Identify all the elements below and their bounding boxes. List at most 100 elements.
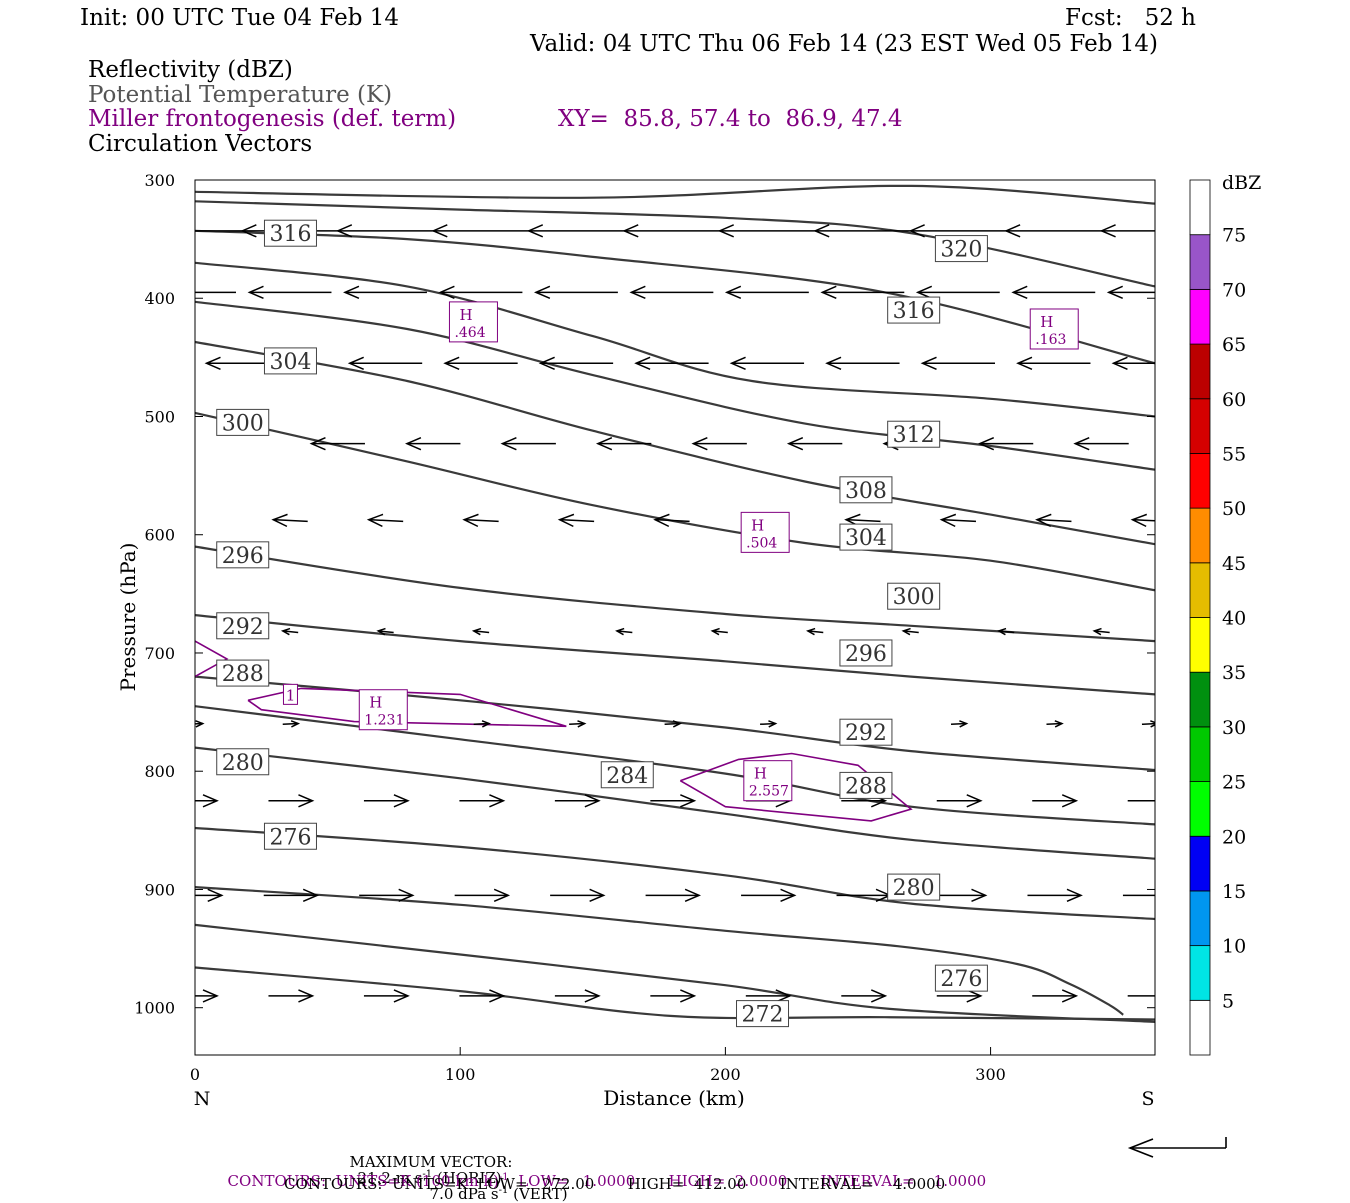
max-vector-vert: 7.0 dPa s-1 (VERT) [429,1185,568,1203]
circulation-vector [569,720,587,728]
theta-contour-label: 292 [216,612,270,640]
svg-text:H: H [369,694,382,712]
circulation-vector [936,794,983,808]
circulation-vector [939,513,977,528]
theta-contour-label: 304 [839,523,893,551]
circulation-vector [1011,285,1096,300]
circulation-vector [653,513,690,528]
theta-contour-label: 300 [887,582,941,610]
circulation-vector [195,888,224,903]
svg-text:320: 320 [940,238,982,263]
forecast-hour: Fcst: 52 h [1065,5,1196,31]
circulation-vector [691,436,747,451]
x-left-end-label: N [194,1088,211,1110]
colorbar-swatch [1189,562,1211,618]
colorbar-tick-label: 15 [1222,881,1246,903]
theta-contour-284 [195,705,1155,826]
theta-contours [195,184,1155,1023]
circulation-vector [263,888,320,903]
circulation-vector [836,888,892,903]
x-axis-title: Distance (km) [603,1086,745,1110]
circulation-vector [268,989,315,1003]
svg-text:.464: .464 [454,325,485,341]
circulation-vector [806,627,824,636]
theta-contour-label: 304 [263,347,317,375]
circulation-vector [195,794,219,808]
circulation-vector [1111,356,1155,370]
circulation-vector [1046,720,1064,728]
circulation-vector [710,627,728,636]
circulation-vector [936,989,983,1003]
circulation-vector [195,720,205,728]
cross-section-xy: XY= 85.8, 57.4 to 86.9, 47.4 [558,106,903,132]
circulation-vector [280,627,299,636]
svg-text:272: 272 [742,1003,784,1028]
svg-text:276: 276 [940,967,982,992]
colorbar-swatch [1189,726,1211,782]
circulation-vector [786,436,843,451]
svg-text:H: H [1040,313,1053,331]
valid-time: Valid: 04 UTC Thu 06 Feb 14 (23 EST Wed … [530,31,1159,57]
circulation-vector [615,627,633,636]
colorbar-tick-label: 70 [1222,279,1246,301]
field-circulation-vectors: Circulation Vectors [88,131,313,157]
theta-contour-label: 280 [216,748,270,776]
theta-contour-320 [195,200,1155,288]
colorbar-tick-label: 60 [1222,389,1246,411]
circulation-vector [376,627,394,636]
theta-contour-label: 280 [887,873,941,901]
circulation-vector [932,888,988,903]
circulation-vector [343,285,427,300]
frontogenesis-contour [247,687,567,728]
circulation-vector [347,356,423,370]
circulation-vector [664,720,682,728]
field-frontogenesis: Miller frontogenesis (def. term) [88,106,457,132]
y-tick-label: 400 [144,289,175,308]
dbz-colorbar: 5 10 15 20 25 30 35 40 45 50 55 60 65 70 75 dBZ [1189,172,1261,1056]
theta-contour-label: 296 [216,541,270,569]
colorbar-swatch [1189,781,1211,837]
x-tick-label: 0 [190,1065,200,1084]
y-tick-label: 1000 [134,999,175,1018]
circulation-vector [1073,436,1129,451]
svg-text:288: 288 [222,662,264,687]
colorbar-swatch [1189,671,1211,728]
circulation-vector [438,285,523,300]
y-tick-label: 900 [144,880,175,899]
init-time: Init: 00 UTC Tue 04 Feb 14 [80,5,400,31]
frontogenesis-contour [195,640,229,678]
x-tick-label: 100 [445,1065,476,1084]
frontogenesis-high: H.464 [448,301,498,343]
circulation-vector [557,513,595,528]
svg-text:280: 280 [893,876,935,901]
circulation-vector [309,436,365,451]
theta-contour-280 [195,886,1124,1016]
circulation-vector [1032,989,1079,1003]
circulation-vector [526,224,626,238]
plot-frame [194,179,1156,1056]
circulation-vector [1035,513,1072,528]
circulation-vector [841,989,888,1003]
theta-contour-label: 276 [263,822,317,850]
theta-contour-label: 308 [839,476,893,504]
svg-text:316: 316 [893,299,935,324]
field-reflectivity: Reflectivity (dBZ) [88,57,293,83]
circulation-vector [1130,513,1155,528]
circulation-vector [1127,995,1155,997]
circulation-vector [1027,888,1083,903]
theta-contour-292 [195,614,1155,696]
circulation-vector [645,888,702,903]
circulation-vector [825,356,900,370]
svg-text:316: 316 [269,222,311,247]
svg-text:.504: .504 [746,535,777,551]
circulation-vector [1099,224,1155,238]
x-right-end-label: S [1141,1088,1154,1110]
colorbar-swatch [1189,288,1211,345]
circulation-vector [247,285,332,300]
svg-text:312: 312 [893,423,935,448]
contour-labels: 316 320 316 304 300 312 308 304 300 296 292 296 288 2… [216,219,1079,1028]
colorbar-tick-label: 20 [1222,826,1246,848]
y-axis-title: Pressure (hPa) [116,543,140,692]
circulation-vector [271,513,308,528]
